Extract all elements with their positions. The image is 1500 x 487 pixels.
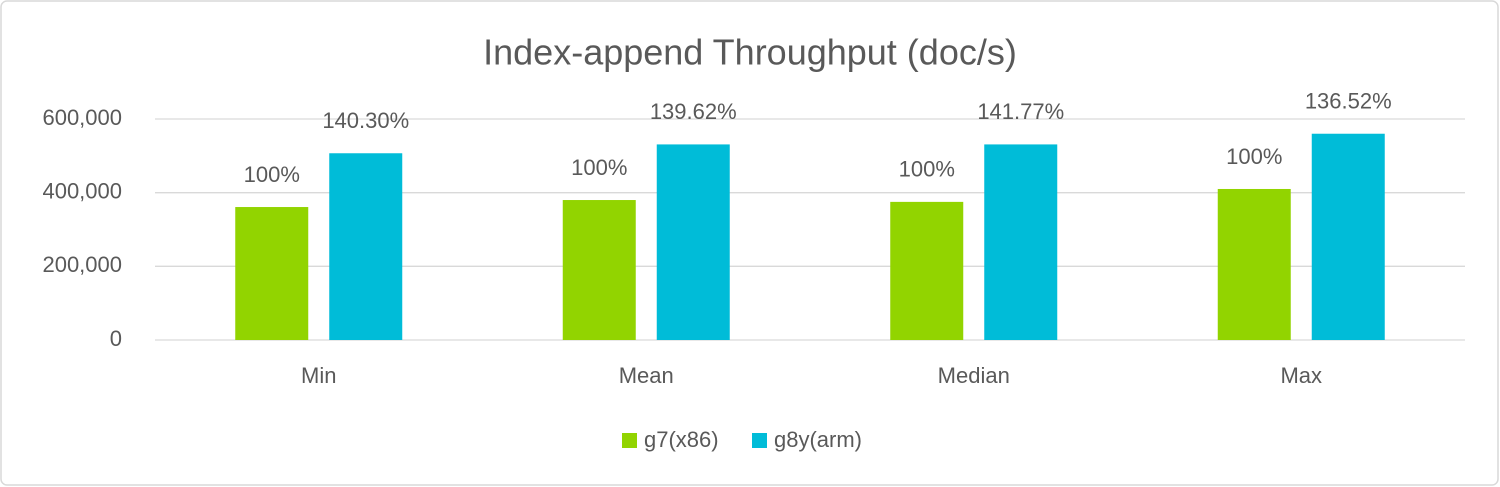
x-tick-label: Min <box>301 363 336 388</box>
x-tick-label: Mean <box>619 363 674 388</box>
y-tick-label: 400,000 <box>42 178 122 203</box>
bar <box>329 153 403 340</box>
data-label: 141.77% <box>977 99 1064 124</box>
data-label: 100% <box>571 155 627 180</box>
x-tick-label: Median <box>938 363 1010 388</box>
y-tick-label: 0 <box>110 326 122 351</box>
data-label: 139.62% <box>650 99 737 124</box>
bar <box>235 207 309 340</box>
legend-swatch <box>622 433 637 448</box>
y-tick-label: 600,000 <box>42 105 122 130</box>
y-tick-label: 200,000 <box>42 252 122 277</box>
data-label: 100% <box>244 162 300 187</box>
bar <box>656 144 730 340</box>
data-label: 136.52% <box>1305 89 1392 114</box>
data-label: 100% <box>1226 144 1282 169</box>
chart-title: Index-append Throughput (doc/s) <box>483 32 1017 73</box>
bar <box>562 200 636 340</box>
data-label: 140.30% <box>322 108 409 133</box>
legend-label: g8y(arm) <box>774 427 862 452</box>
legend-swatch <box>752 433 767 448</box>
bar <box>1217 188 1291 340</box>
bar <box>1311 133 1385 340</box>
bar <box>890 201 964 340</box>
legend-label: g7(x86) <box>644 427 719 452</box>
x-tick-label: Max <box>1280 363 1322 388</box>
data-label: 100% <box>899 157 955 182</box>
bar <box>984 144 1058 340</box>
